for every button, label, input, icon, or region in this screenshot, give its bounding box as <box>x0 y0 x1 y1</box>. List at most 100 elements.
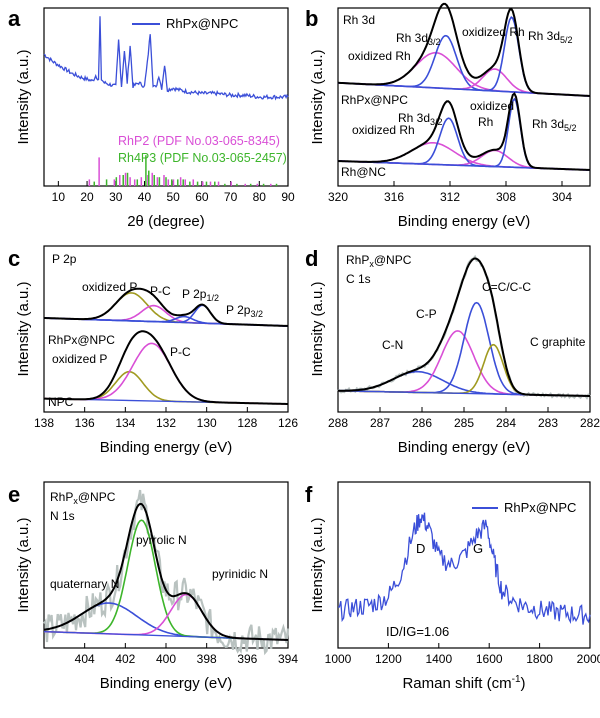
panel-d-ann-graphite: C graphite <box>530 335 586 349</box>
panel-e-tick-label-2: 400 <box>156 652 176 666</box>
panel-f-label: f <box>305 482 313 507</box>
panel-a-tick-label-6: 70 <box>224 190 238 204</box>
panel-b-ann-3d52-1: Rh 3d5/2 <box>528 29 573 45</box>
panel-f-ann-ratio: ID/IG=1.06 <box>386 624 449 639</box>
panel-f-tick-label-0: 1000 <box>325 652 352 666</box>
panel-a-ylabel: Intensity (a.u.) <box>15 49 32 144</box>
panel-c-tick-label-4: 130 <box>197 416 217 430</box>
panel-b-ticks: 320 316 312 308 304 <box>328 181 572 204</box>
panel-c-sample-2: NPC <box>48 395 74 409</box>
panel-b-ann-oxrh-1: oxidized Rh <box>348 49 411 63</box>
panel-b-ann-3d52-2: Rh 3d5/2 <box>532 117 577 133</box>
panel-f-tick-label-1: 1200 <box>375 652 402 666</box>
panel-b-ann-rh: Rh <box>478 115 493 129</box>
panel-d-ylabel: Intensity (a.u.) <box>309 281 326 376</box>
panel-c-tick-label-5: 128 <box>237 416 257 430</box>
panel-e-ticks: 404 402 400 398 396 394 <box>75 643 298 666</box>
panel-d-ann-cc: C=C/C-C <box>482 280 531 294</box>
panel-d-title: C 1s <box>346 272 371 286</box>
panel-b-curves <box>337 2 591 171</box>
panel-f-frame <box>337 481 591 649</box>
panel-f-series-rhpx-npc <box>338 512 591 625</box>
panel-c-ticks: 138 136 134 132 130 128 126 <box>34 407 298 430</box>
panel-d-tick-label-4: 284 <box>496 416 516 430</box>
panel-d-ann-cn: C-N <box>382 338 403 352</box>
panel-e-xlabel: Binding energy (eV) <box>100 675 233 692</box>
panel-d-curves <box>337 254 591 400</box>
panel-e-envelope <box>43 502 289 641</box>
panel-a-tick-label-8: 90 <box>281 190 295 204</box>
panel-a-tick-label-5: 60 <box>195 190 209 204</box>
panel-c-ann-2p12: P 2p1/2 <box>182 287 219 303</box>
panel-e-curves <box>43 489 290 656</box>
panel-c-tick-label-1: 136 <box>75 416 95 430</box>
panel-a-tick-label-0: 10 <box>52 190 66 204</box>
panel-e-ann-quaternary: quaternary N <box>50 577 119 591</box>
panel-a-tick-label-4: 50 <box>166 190 180 204</box>
panel-e-tick-label-5: 394 <box>278 652 298 666</box>
panel-b-sample-1-envelope <box>337 2 591 97</box>
panel-a-series-rhpx-npc <box>43 16 289 101</box>
panel-b-sample-1-peak-1 <box>337 34 591 97</box>
panel-c-title: P 2p <box>52 252 77 266</box>
panel-f-xlabel: Raman shift (cm-1) <box>402 674 525 692</box>
panel-a-xlabel: 2θ (degree) <box>127 213 205 230</box>
panel-b-tick-label-2: 312 <box>440 190 460 204</box>
panel-d-peak-2 <box>338 301 590 397</box>
panel-f-raman: f Intensity (a.u.) Raman shift (cm-1) 10… <box>305 481 600 692</box>
panel-f-tick-label-3: 1600 <box>476 652 503 666</box>
panel-a-label: a <box>8 6 21 31</box>
panel-d-label: d <box>305 246 318 271</box>
panel-b-title: Rh 3d <box>343 13 375 27</box>
panel-c-tick-label-2: 134 <box>115 416 135 430</box>
panel-d-tick-label-2: 286 <box>412 416 432 430</box>
panel-e-ann-pyrrolic: pyrrolic N <box>136 533 187 547</box>
panel-e-tick-label-4: 396 <box>237 652 257 666</box>
panel-c-tick-label-0: 138 <box>34 416 54 430</box>
panel-b-sample-1-peak-2 <box>337 68 591 97</box>
panel-c-sample-1: RhPx@NPC <box>48 333 115 347</box>
panel-e-tick-label-1: 402 <box>115 652 135 666</box>
panel-a-tick-label-1: 20 <box>80 190 94 204</box>
panel-a-ref-rh4p3-label: Rh4P3 (PDF No.03-065-2457) <box>118 151 287 165</box>
panel-d-envelope <box>338 257 590 397</box>
panel-c-sample-1-envelope <box>44 287 289 327</box>
panel-f-tick-label-2: 1400 <box>425 652 452 666</box>
panel-e-tick-label-0: 404 <box>75 652 95 666</box>
panel-b-tick-label-4: 304 <box>552 190 572 204</box>
panel-d-ann-cp: C-P <box>416 307 437 321</box>
panel-b-frame <box>337 7 591 187</box>
panel-a-xrd: a Intensity (a.u.) 2θ (degree) 10 20 30 40 5… <box>8 6 295 230</box>
panel-e-title: N 1s <box>50 509 75 523</box>
panel-d-tick-label-5: 283 <box>538 416 558 430</box>
panel-e-tick-label-3: 398 <box>197 652 217 666</box>
panel-d-tick-label-6: 282 <box>580 416 600 430</box>
panel-b-tick-label-3: 308 <box>496 190 516 204</box>
panel-d-tick-label-0: 288 <box>328 416 348 430</box>
panel-b-ann-oxidized: oxidized <box>470 99 514 113</box>
panel-b-label: b <box>305 6 318 31</box>
panel-b-sample-1: RhPx@NPC <box>341 93 408 107</box>
panel-e-n1s: e Intensity (a.u.) Binding energy (eV) R… <box>8 481 298 692</box>
panel-f-ann-d: D <box>416 541 425 556</box>
panel-b-xlabel: Binding energy (eV) <box>398 213 531 230</box>
panel-e-ylabel: Intensity (a.u.) <box>15 517 32 612</box>
panel-f-ann-g: G <box>473 541 483 556</box>
panel-a-reference-lines <box>88 155 278 186</box>
panel-a-tick-label-7: 80 <box>253 190 267 204</box>
panel-b-sample-2-envelope <box>337 92 591 171</box>
panel-a-ref-rhp2-label: RhP2 (PDF No.03-065-8345) <box>118 134 280 148</box>
panel-b-tick-label-0: 320 <box>328 190 348 204</box>
panel-b-rh3d: b Intensity (a.u.) Binding energy (eV) R… <box>305 2 591 230</box>
panel-f-tick-label-4: 1800 <box>526 652 553 666</box>
panel-d-tick-label-1: 287 <box>370 416 390 430</box>
panel-d-c1s: d Intensity (a.u.) Binding energy (eV) R… <box>305 245 600 456</box>
panel-b-ann-oxrh-2: oxidized Rh <box>462 25 525 39</box>
panel-d-tick-label-3: 285 <box>454 416 474 430</box>
panel-b-tick-label-1: 316 <box>384 190 404 204</box>
panel-e-sample: RhPx@NPC <box>50 490 116 506</box>
panel-b-ann-3d32-2: Rh 3d3/2 <box>398 111 443 127</box>
panel-c-curves <box>43 287 289 405</box>
panel-a-legend-label: RhPx@NPC <box>166 16 238 31</box>
panel-c-sample-2-envelope <box>44 330 288 405</box>
